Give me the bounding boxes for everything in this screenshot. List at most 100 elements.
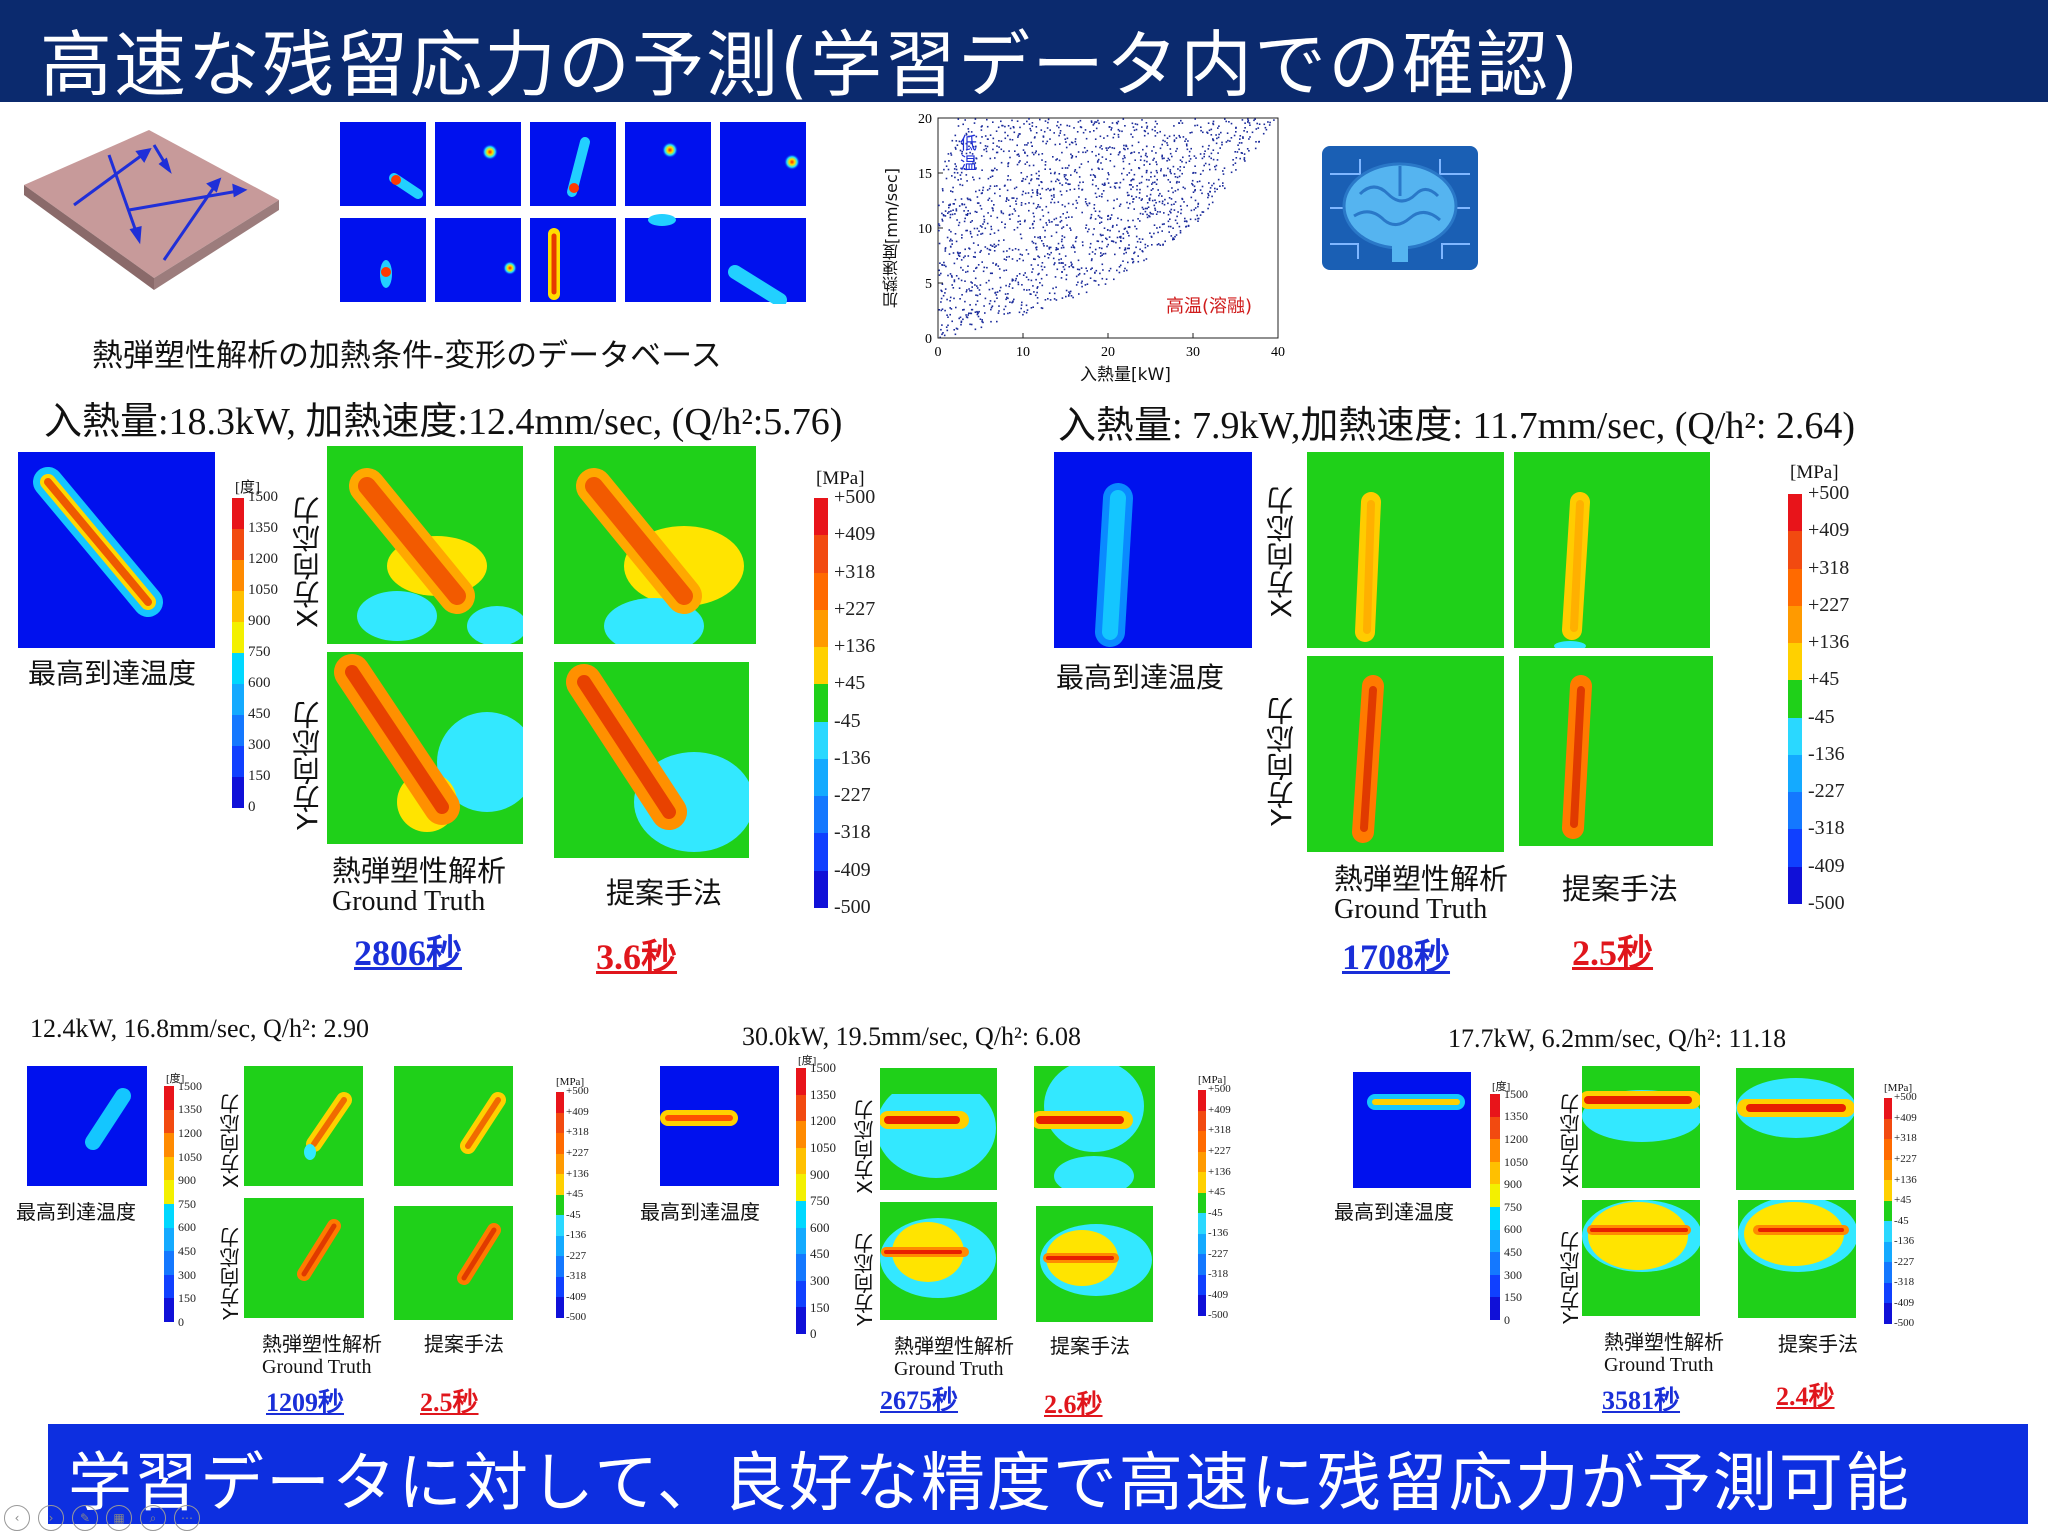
scatter-point — [1154, 207, 1156, 210]
scatter-point — [1004, 137, 1007, 140]
scatter-point — [1061, 167, 1064, 169]
scatter-point — [1194, 199, 1197, 202]
scatter-point — [1155, 183, 1158, 185]
scatter-point — [1060, 247, 1063, 249]
scatter-point — [1017, 134, 1020, 137]
scatter-point — [1170, 172, 1172, 175]
scatter-point — [1219, 147, 1221, 149]
scatter-point — [939, 262, 941, 264]
scatter-point — [1008, 214, 1011, 216]
scatter-point — [1145, 258, 1148, 260]
scatter-point — [989, 157, 992, 160]
scatter-point — [1105, 237, 1107, 240]
scatter-point — [1003, 239, 1005, 241]
scatter-point — [1018, 273, 1021, 275]
scatter-point — [1156, 171, 1158, 174]
scatter-point — [1269, 121, 1271, 124]
scatter-point — [1143, 159, 1146, 162]
slides-icon[interactable]: ▦ — [106, 1505, 132, 1531]
scatter-point — [1097, 160, 1099, 162]
zoom-icon[interactable]: ⌕ — [140, 1505, 166, 1531]
scatter-point — [1057, 201, 1060, 203]
scatter-point — [1050, 201, 1052, 204]
case2-x-stress-label: X方向応力 — [1265, 486, 1298, 618]
scatter-point — [1142, 213, 1144, 215]
scatter-point — [1246, 131, 1248, 133]
scatter-point — [1178, 225, 1181, 228]
scatter-ytick: 5 — [925, 277, 932, 292]
scatter-point — [1210, 128, 1213, 131]
case3-y-stress-label: Y方向応力 — [219, 1227, 243, 1320]
database-caption: 熱弾塑性解析の加熱条件-変形のデータベース — [92, 338, 722, 374]
scatter-point — [1035, 246, 1038, 248]
scatter-point — [949, 313, 951, 316]
scatter-point — [1188, 150, 1191, 153]
scatter-point — [1025, 249, 1028, 251]
scatter-point — [1038, 272, 1040, 275]
scatter-point — [993, 185, 996, 187]
scatter-point — [979, 204, 982, 207]
scatter-point — [1090, 259, 1093, 262]
scatter-point — [1068, 291, 1070, 293]
scatter-point — [1173, 238, 1175, 240]
scatter-point — [1147, 206, 1150, 208]
colorbar-tick-label: -227 — [834, 784, 871, 807]
scatter-point — [1046, 127, 1049, 129]
scatter-point — [1190, 196, 1193, 199]
scatter-point — [1066, 167, 1069, 169]
scatter-point — [1002, 150, 1005, 153]
scatter-point — [1077, 184, 1080, 187]
scatter-point — [1017, 220, 1019, 223]
scatter-point — [1061, 151, 1063, 154]
scatter-point — [1138, 197, 1141, 199]
scatter-point — [1154, 130, 1156, 132]
scatter-point — [1201, 157, 1204, 160]
scatter-point — [1137, 260, 1140, 263]
scatter-point — [1169, 218, 1171, 220]
scatter-point — [1075, 207, 1077, 209]
scatter-point — [967, 265, 969, 267]
scatter-point — [1152, 181, 1154, 184]
scatter-point — [1037, 273, 1039, 276]
scatter-point — [965, 271, 967, 273]
play-icon[interactable]: › — [38, 1505, 64, 1531]
scatter-point — [1011, 278, 1014, 281]
scatter-point — [1023, 220, 1026, 223]
scatter-point — [988, 187, 991, 190]
scatter-point — [1048, 248, 1051, 250]
scatter-point — [1027, 278, 1030, 281]
scatter-point — [1050, 188, 1052, 191]
scatter-point — [1153, 157, 1155, 160]
pen-icon[interactable]: ✎ — [72, 1505, 98, 1531]
case1-gt-en-label: Ground Truth — [332, 886, 486, 917]
scatter-point — [1227, 139, 1229, 142]
scatter-point — [1105, 158, 1107, 160]
scatter-point — [996, 291, 999, 293]
colorbar-tick-label: -227 — [1894, 1255, 1915, 1268]
scatter-point — [1156, 123, 1158, 125]
scatter-point — [1170, 211, 1172, 214]
more-icon[interactable]: ⋯ — [174, 1505, 200, 1531]
scatter-point — [1161, 230, 1163, 232]
scatter-point — [1045, 205, 1048, 208]
scatter-point — [1042, 135, 1045, 137]
scatter-point — [938, 309, 940, 311]
scatter-point — [965, 290, 968, 293]
scatter-point — [1031, 240, 1034, 243]
case3-x-stress-label: X方向応力 — [219, 1094, 243, 1188]
back-icon[interactable]: ‹ — [4, 1505, 30, 1531]
scatter-point — [1109, 153, 1112, 155]
scatter-point — [1030, 264, 1033, 266]
scatter-point — [983, 218, 986, 221]
scatter-point — [1004, 293, 1007, 295]
scatter-point — [1179, 136, 1181, 139]
scatter-point — [1216, 159, 1219, 161]
scatter-point — [1038, 170, 1040, 173]
scatter-point — [1181, 160, 1183, 163]
scatter-point — [1073, 127, 1075, 129]
scatter-point — [1016, 197, 1018, 200]
scatter-point — [1029, 227, 1031, 229]
scatter-point — [951, 191, 954, 193]
scatter-point — [1059, 143, 1061, 145]
scatter-point — [968, 288, 970, 290]
